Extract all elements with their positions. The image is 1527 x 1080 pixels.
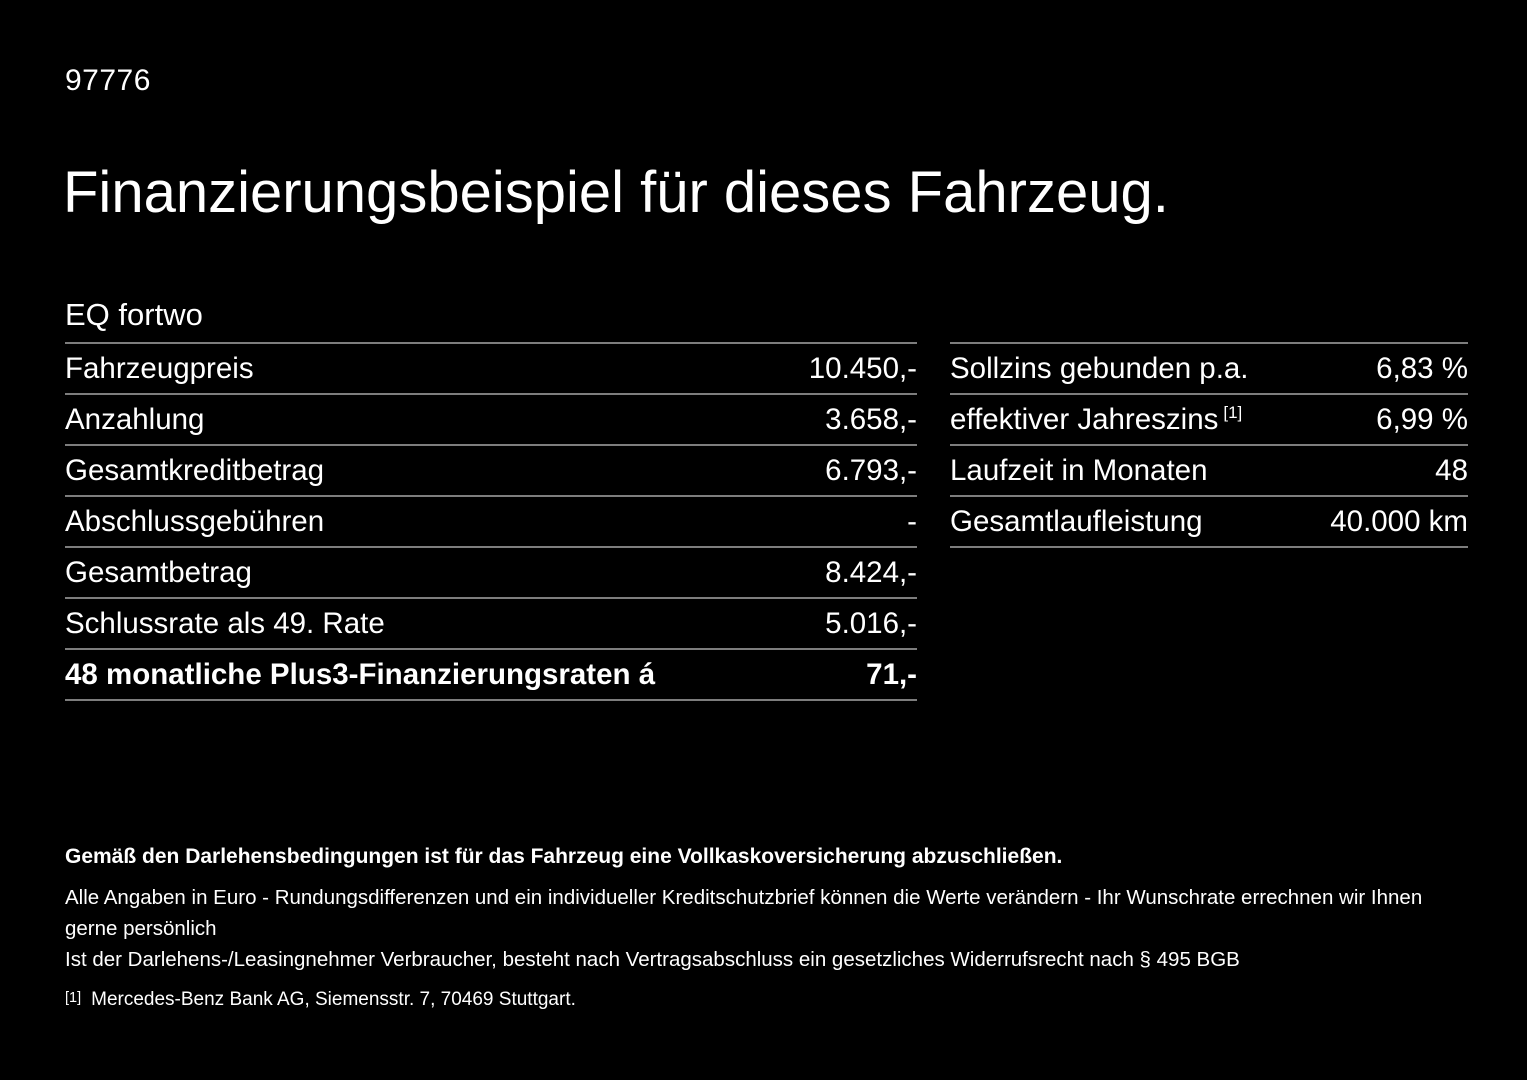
row-value: 3.658,- (825, 402, 917, 436)
row-value: 6.793,- (825, 453, 917, 487)
row-label: Fahrzeugpreis (65, 351, 254, 385)
table-row-gesamtbetrag: Gesamtbetrag 8.424,- (65, 546, 917, 597)
row-label: Laufzeit in Monaten (950, 453, 1208, 487)
row-label: Gesamtbetrag (65, 555, 252, 589)
vehicle-id: 97776 (65, 64, 151, 97)
row-label: effektiver Jahreszins [1] (950, 403, 1242, 437)
table-row-monthly-rate: 48 monatliche Plus3-Finanzierungsraten á… (65, 648, 917, 701)
row-value: 6,99 % (1376, 402, 1468, 436)
footnote: [1] Mercedes-Benz Bank AG, Siemensstr. 7,… (65, 989, 1465, 1011)
row-label: Sollzins gebunden p.a. (950, 351, 1249, 385)
finance-table: Fahrzeugpreis 10.450,- Anzahlung 3.658,-… (65, 342, 917, 701)
table-row-fahrzeugpreis: Fahrzeugpreis 10.450,- (65, 342, 917, 393)
insurance-note: Gemäß den Darlehensbedingungen ist für d… (65, 845, 1063, 868)
disclaimer-line-1: Alle Angaben in Euro - Rundungsdifferenz… (65, 886, 1423, 940)
table-row-gesamtkreditbetrag: Gesamtkreditbetrag 6.793,- (65, 444, 917, 495)
conditions-table: Sollzins gebunden p.a. 6,83 % effektiver… (950, 342, 1468, 548)
table-row-effektiver-jahreszins: effektiver Jahreszins [1] 6,99 % (950, 393, 1468, 444)
footnote-ref: [1] (1223, 402, 1243, 422)
footnote-marker: [1] (65, 990, 82, 1006)
row-label: Gesamtlaufleistung (950, 504, 1203, 538)
row-label-text: effektiver Jahreszins (950, 402, 1219, 436)
footer: Gemäß den Darlehensbedingungen ist für d… (65, 845, 1465, 1011)
row-value: 40.000 km (1330, 504, 1468, 538)
row-value: - (907, 504, 917, 538)
row-value: 48 (1435, 453, 1468, 487)
footnote-text: Mercedes-Benz Bank AG, Siemensstr. 7, 70… (91, 989, 576, 1010)
table-row-gesamtlaufleistung: Gesamtlaufleistung 40.000 km (950, 495, 1468, 548)
row-value: 6,83 % (1376, 351, 1468, 385)
table-row-sollzins: Sollzins gebunden p.a. 6,83 % (950, 342, 1468, 393)
tables-container: Fahrzeugpreis 10.450,- Anzahlung 3.658,-… (65, 342, 1468, 701)
row-label: Gesamtkreditbetrag (65, 453, 325, 487)
row-label: Abschlussgebühren (65, 504, 325, 538)
row-label: Schlussrate als 49. Rate (65, 606, 385, 640)
page-title: Finanzierungsbeispiel für dieses Fahrzeu… (63, 159, 1169, 225)
row-value: 5.016,- (825, 606, 917, 640)
table-row-schlussrate: Schlussrate als 49. Rate 5.016,- (65, 597, 917, 648)
row-value: 8.424,- (825, 555, 917, 589)
row-label: Anzahlung (65, 402, 205, 436)
row-label: 48 monatliche Plus3-Finanzierungsraten á (65, 657, 656, 691)
table-row-abschlussgebuehren: Abschlussgebühren - (65, 495, 917, 546)
row-value: 71,- (866, 657, 917, 691)
table-row-anzahlung: Anzahlung 3.658,- (65, 393, 917, 444)
row-value: 10.450,- (808, 351, 917, 385)
vehicle-model: EQ fortwo (65, 297, 203, 332)
table-row-laufzeit: Laufzeit in Monaten 48 (950, 444, 1468, 495)
disclaimer-line-2: Ist der Darlehens-/Leasingnehmer Verbrau… (65, 948, 1240, 971)
